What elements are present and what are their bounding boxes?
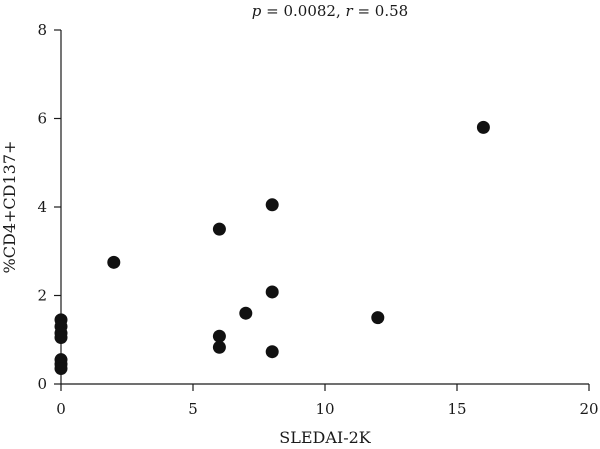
y-tick-label: 6 [37, 110, 47, 128]
scatter-point [54, 362, 68, 376]
scatter-point [212, 222, 226, 236]
x-tick-label: 15 [447, 400, 466, 418]
x-axis-ticks: 0 5 10 15 20 [56, 384, 599, 418]
scatter-point [212, 329, 226, 343]
scatter-point [476, 120, 490, 134]
y-tick-label: 8 [37, 21, 47, 39]
y-tick-label: 0 [37, 375, 47, 393]
x-tick-label: 5 [188, 400, 198, 418]
y-axis-ticks: 0 2 4 6 8 [37, 21, 61, 393]
title-r-symbol: r [346, 2, 354, 20]
x-tick-label: 0 [56, 400, 66, 418]
scatter-point [54, 331, 68, 345]
title-p-symbol: p [252, 2, 262, 20]
x-tick-label: 20 [579, 400, 598, 418]
y-axis-title: %CD4+CD137+ [0, 141, 19, 274]
scatter-point [265, 198, 279, 212]
data-points [54, 120, 490, 376]
scatter-point [371, 311, 385, 325]
x-axis-title: SLEDAI-2K [279, 428, 372, 447]
scatter-point [265, 285, 279, 299]
title-p-value: = 0.0082, [261, 2, 345, 20]
y-tick-label: 4 [37, 198, 47, 216]
x-tick-label: 10 [315, 400, 334, 418]
scatter-point [107, 255, 121, 269]
scatter-point [212, 340, 226, 354]
scatter-point [239, 306, 253, 320]
chart-title: p = 0.0082, r = 0.58 [252, 2, 408, 20]
y-tick-label: 2 [37, 287, 47, 305]
scatter-point [265, 345, 279, 359]
title-r-value: = 0.58 [353, 2, 409, 20]
